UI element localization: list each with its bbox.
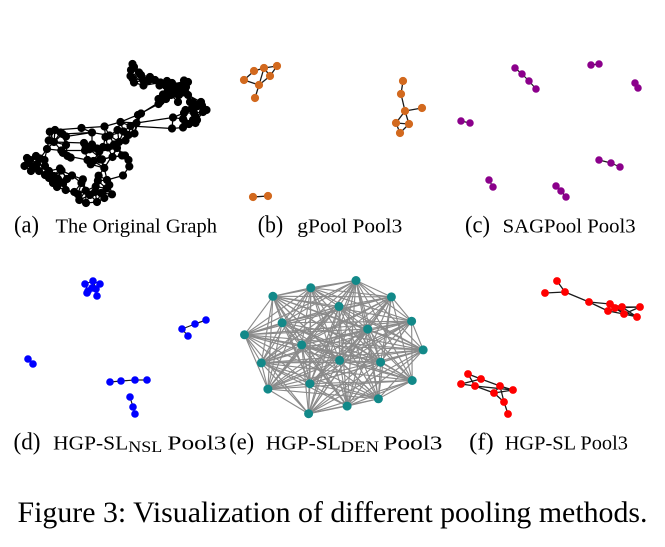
svg-text:(f)HGP-SL Pool3: (f)HGP-SL Pool3 [469, 430, 628, 456]
svg-text:Figure 3: Visualization of dif: Figure 3: Visualization of different poo… [18, 496, 648, 529]
svg-text:(b)gPool Pool3: (b)gPool Pool3 [258, 213, 403, 239]
